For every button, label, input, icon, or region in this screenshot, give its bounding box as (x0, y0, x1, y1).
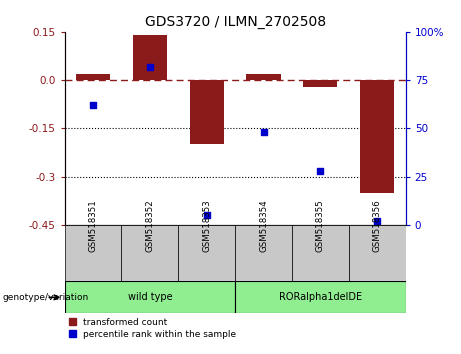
Point (373, 218, 381, 224)
Text: GSM518352: GSM518352 (145, 199, 154, 252)
Text: genotype/variation: genotype/variation (2, 293, 89, 302)
Bar (360, 80, 394, 193)
Bar (349, 225, 406, 281)
Text: wild type: wild type (128, 292, 172, 302)
Bar (65, 225, 121, 281)
Point (89, 102, 97, 108)
Text: GSM518353: GSM518353 (202, 199, 211, 252)
Bar (76, 74, 110, 80)
Point (260, 129, 267, 135)
Point (146, 64, 154, 69)
Text: GSM518354: GSM518354 (259, 199, 268, 252)
Text: RORalpha1delDE: RORalpha1delDE (279, 292, 362, 302)
Bar (303, 80, 337, 86)
Bar (189, 80, 224, 144)
Bar (121, 225, 178, 281)
Title: GDS3720 / ILMN_2702508: GDS3720 / ILMN_2702508 (145, 16, 325, 29)
Point (317, 168, 324, 173)
Bar (235, 281, 406, 313)
Text: GSM518351: GSM518351 (89, 199, 97, 252)
Bar (292, 225, 349, 281)
Point (203, 212, 210, 218)
Bar (235, 225, 292, 281)
Text: GSM518355: GSM518355 (316, 199, 325, 252)
Bar (65, 281, 235, 313)
Bar (247, 74, 281, 80)
Text: GSM518356: GSM518356 (373, 199, 382, 252)
Bar (178, 225, 235, 281)
Bar (133, 35, 167, 80)
Legend: transformed count, percentile rank within the sample: transformed count, percentile rank withi… (69, 318, 236, 338)
